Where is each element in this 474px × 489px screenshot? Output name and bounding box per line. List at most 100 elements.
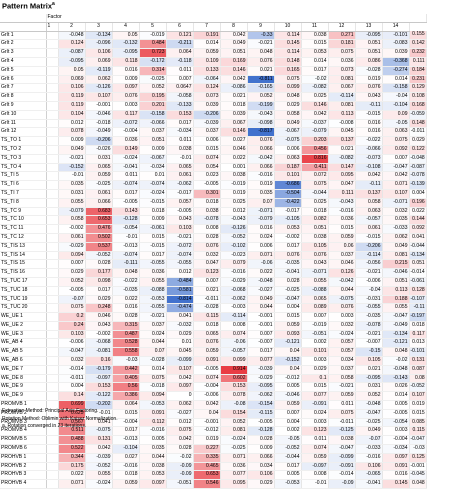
loading-cell[interactable]: -0.054 [112, 224, 140, 234]
loading-cell[interactable]: 0.035 [382, 215, 410, 226]
row-label-cell[interactable]: TS_TUC 20 [0, 303, 47, 314]
loading-cell[interactable]: -0.088 [139, 286, 167, 296]
loading-cell[interactable]: 0.061 [355, 224, 383, 234]
loading-cell[interactable]: 0.123 [301, 426, 329, 437]
loading-cell[interactable]: 0.0647 [166, 83, 194, 94]
loading-cell[interactable]: 0.502 [85, 233, 113, 243]
loading-cell[interactable]: 0.029 [301, 365, 329, 375]
loading-cell[interactable]: -0.104 [382, 101, 410, 111]
loading-cell[interactable]: 0.038 [220, 171, 248, 182]
row-label-cell[interactable]: TS_TI 8 [0, 198, 47, 208]
column-header-10[interactable]: 10 [274, 22, 302, 32]
loading-cell[interactable]: 0.018 [193, 198, 221, 208]
loading-cell[interactable]: 0.021 [220, 92, 248, 102]
loading-cell[interactable]: -0.024 [112, 154, 140, 164]
loading-cell[interactable]: -0.005 [382, 409, 410, 419]
loading-cell[interactable]: 0.042 [382, 171, 410, 182]
loading-cell[interactable]: -0.03 [409, 444, 427, 454]
loading-cell[interactable]: -0.052 [274, 444, 302, 454]
loading-cell[interactable]: 0.16 [85, 356, 113, 366]
loading-cell[interactable]: -0.079 [247, 215, 275, 226]
loading-cell[interactable]: -0.107 [409, 295, 427, 305]
loading-cell[interactable]: 0.064 [112, 400, 140, 410]
loading-cell[interactable]: 0.175 [58, 462, 86, 472]
loading-cell[interactable] [46, 66, 59, 76]
loading-cell[interactable]: 0.018 [193, 321, 221, 331]
loading-cell[interactable]: -0.039 [193, 119, 221, 129]
loading-cell[interactable]: 0.037 [328, 251, 356, 261]
loading-cell[interactable]: 0.022 [112, 295, 140, 305]
loading-cell[interactable]: -0.052 [85, 462, 113, 472]
loading-cell[interactable]: -0.115 [247, 409, 275, 419]
loading-cell[interactable] [46, 180, 59, 190]
loading-cell[interactable]: 0.344 [58, 453, 86, 463]
loading-cell[interactable]: 0.005 [274, 470, 302, 481]
loading-cell[interactable] [46, 321, 59, 331]
loading-cell[interactable]: 0.115 [409, 426, 427, 437]
loading-cell[interactable]: 0.044 [139, 338, 167, 349]
row-label-cell[interactable]: GrIt 11 [0, 119, 47, 129]
loading-cell[interactable]: 0.049 [247, 295, 275, 305]
loading-cell[interactable]: 0.021 [247, 66, 275, 76]
loading-cell[interactable]: 0.017 [85, 286, 113, 296]
loading-cell[interactable]: 0.125 [409, 453, 427, 463]
loading-cell[interactable]: 0.146 [301, 101, 329, 111]
loading-cell[interactable]: 0.012 [166, 268, 194, 278]
loading-cell[interactable]: 0.091 [382, 462, 410, 472]
loading-cell[interactable]: 0.154 [220, 409, 248, 419]
loading-cell[interactable]: -0.013 [112, 435, 140, 446]
loading-cell[interactable]: 0.149 [112, 145, 140, 155]
loading-cell[interactable]: -0.003 [220, 303, 248, 314]
loading-cell[interactable]: 0.051 [355, 39, 383, 50]
loading-cell[interactable]: -0.11 [409, 303, 427, 314]
loading-cell[interactable]: -0.019 [220, 180, 248, 190]
loading-cell[interactable]: 0.025 [220, 198, 248, 208]
loading-cell[interactable]: -0.095 [355, 374, 383, 384]
loading-cell[interactable]: -0.006 [355, 277, 383, 287]
loading-cell[interactable]: 0.045 [166, 347, 194, 358]
loading-cell[interactable]: 0.058 [58, 215, 86, 226]
loading-cell[interactable]: 0.049 [355, 426, 383, 437]
loading-cell[interactable] [46, 444, 59, 454]
loading-cell[interactable]: -0.132 [112, 39, 140, 50]
loading-cell[interactable]: -0.014 [328, 470, 356, 481]
loading-cell[interactable]: -0.011 [328, 418, 356, 428]
row-label-cell[interactable]: TS_TO 4 [0, 163, 47, 173]
loading-cell[interactable]: -0.114 [220, 312, 248, 322]
loading-cell[interactable]: 0.022 [58, 470, 86, 481]
loading-cell[interactable]: 0.079 [220, 259, 248, 270]
row-label-cell[interactable]: WE_DE 7 [0, 365, 47, 375]
loading-cell[interactable]: 0.036 [220, 462, 248, 472]
loading-cell[interactable]: -0.02 [166, 453, 194, 463]
loading-cell[interactable]: -0.078 [355, 321, 383, 331]
loading-cell[interactable]: 0.018 [409, 321, 427, 331]
loading-cell[interactable]: 0.051 [355, 48, 383, 58]
loading-cell[interactable]: -0.01 [58, 171, 86, 182]
loading-cell[interactable] [46, 163, 59, 173]
row-label-cell[interactable]: WE_AB 5 [0, 347, 47, 358]
loading-cell[interactable] [46, 303, 59, 314]
loading-cell[interactable]: 0.04 [274, 347, 302, 358]
loading-cell[interactable]: 0.006 [193, 136, 221, 146]
loading-cell[interactable]: -0.016 [112, 462, 140, 472]
loading-cell[interactable]: -0.018 [85, 119, 113, 129]
loading-cell[interactable]: 0.074 [193, 154, 221, 164]
loading-cell[interactable]: 0.195 [139, 92, 167, 102]
loading-cell[interactable]: 0.04 [193, 409, 221, 419]
loading-cell[interactable]: -0.121 [274, 338, 302, 349]
loading-cell[interactable]: 0.048 [112, 268, 140, 278]
loading-cell[interactable]: -0.098 [247, 119, 275, 129]
loading-cell[interactable]: 0.059 [193, 347, 221, 358]
loading-cell[interactable]: 0.546 [193, 479, 221, 489]
column-header-6[interactable]: 6 [166, 22, 194, 32]
loading-cell[interactable]: -0.047 [409, 435, 427, 446]
loading-cell[interactable]: -0.042 [247, 154, 275, 164]
loading-cell[interactable]: 0.522 [58, 444, 86, 454]
loading-cell[interactable]: 0.041 [409, 233, 427, 243]
loading-cell[interactable]: 0.019 [247, 180, 275, 190]
loading-cell[interactable]: -0.082 [328, 154, 356, 164]
loading-cell[interactable]: -0.119 [85, 66, 113, 76]
loading-cell[interactable]: 0.075 [328, 48, 356, 58]
header-corner-cell[interactable] [0, 14, 47, 23]
loading-cell[interactable]: 0.017 [247, 347, 275, 358]
